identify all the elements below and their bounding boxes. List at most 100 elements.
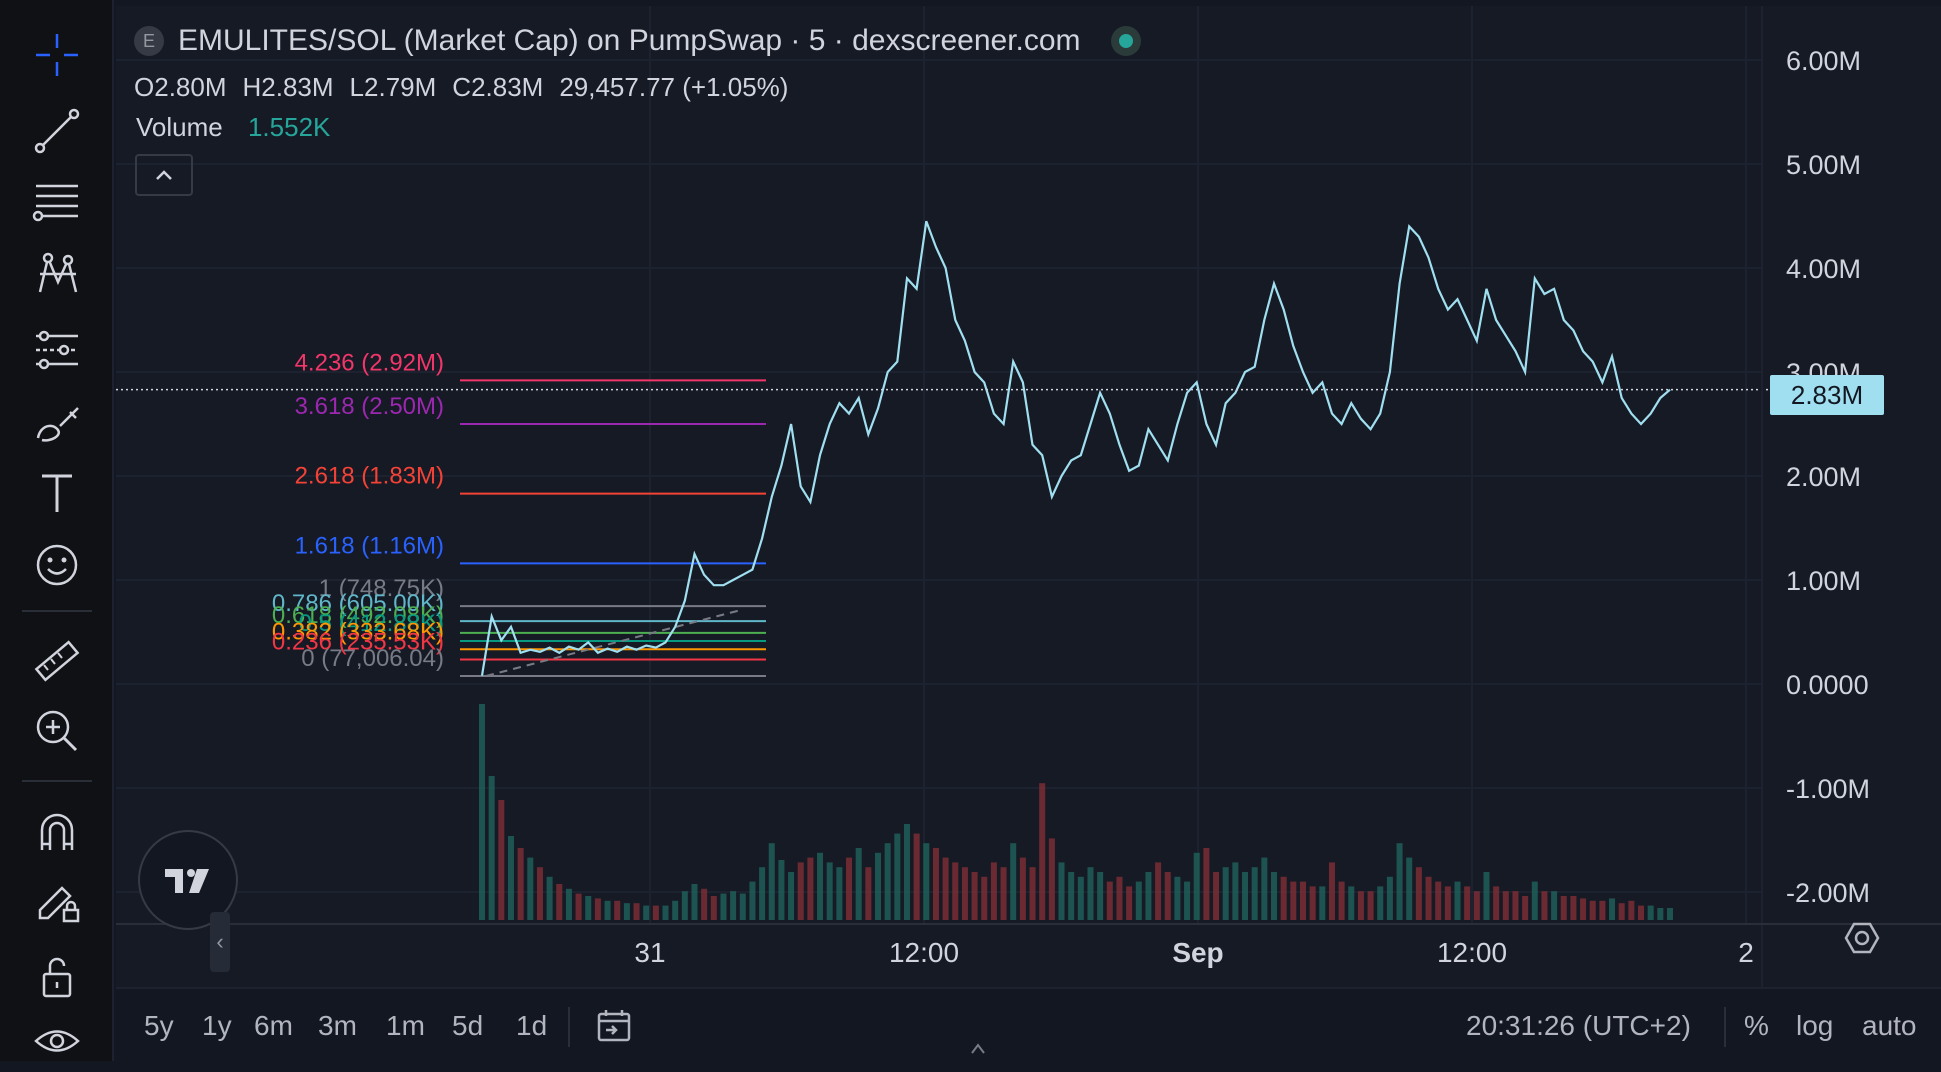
scale-log-button[interactable]: log bbox=[1796, 1010, 1834, 1041]
volume-bar bbox=[517, 848, 524, 920]
collapse-legend-button[interactable] bbox=[135, 154, 193, 196]
volume-bar bbox=[1512, 891, 1519, 920]
range-5y-button[interactable]: 5y bbox=[144, 1010, 174, 1041]
volume-bar bbox=[807, 857, 814, 920]
time-tick-label: 31 bbox=[634, 937, 665, 968]
volume-bar bbox=[759, 867, 766, 920]
ohlc-key: L bbox=[349, 72, 365, 102]
range-3m-button[interactable]: 3m bbox=[318, 1010, 357, 1041]
volume-bar bbox=[1570, 896, 1577, 920]
volume-bar bbox=[672, 900, 679, 920]
measure-tool[interactable] bbox=[22, 630, 92, 692]
visibility-tool[interactable] bbox=[22, 1010, 92, 1072]
volume-bar bbox=[730, 891, 737, 920]
forecast-tool[interactable] bbox=[22, 318, 92, 380]
volume-bar bbox=[565, 888, 572, 920]
volume-bar bbox=[623, 903, 630, 920]
volume-bar bbox=[585, 896, 592, 920]
volume-label: Volume bbox=[136, 112, 223, 142]
chart-pane[interactable]: 4.236 (2.92M) 3.618 (2.50M) 2.618 (1.83M) 1… bbox=[116, 6, 1941, 987]
volume-bar bbox=[1184, 881, 1191, 920]
volume-bar bbox=[1396, 843, 1403, 920]
volume-bar bbox=[1106, 881, 1113, 920]
volume-bar bbox=[662, 905, 669, 920]
fib-retracement-drawing: 4.236 (2.92M) 3.618 (2.50M) 2.618 (1.83M) 1… bbox=[272, 349, 766, 677]
time-tick-label: 2 bbox=[1738, 937, 1754, 968]
unlock-icon bbox=[42, 957, 72, 998]
toolbar-divider bbox=[22, 610, 92, 612]
volume-bar bbox=[1560, 896, 1567, 920]
price-tick-label: 2.00M bbox=[1786, 462, 1861, 492]
trend-line-tool[interactable] bbox=[22, 100, 92, 162]
volume-bar bbox=[1493, 886, 1500, 920]
range-6m-button[interactable]: 6m bbox=[254, 1010, 293, 1041]
range-1d-button[interactable]: 1d bbox=[516, 1010, 548, 1041]
price-tick-label: 6.00M bbox=[1786, 46, 1861, 76]
volume-bar bbox=[536, 867, 543, 920]
zoom-in-icon bbox=[36, 710, 78, 752]
volume-bar bbox=[1657, 908, 1664, 920]
emoji-tool[interactable] bbox=[22, 534, 92, 596]
fib-level-label: 3.618 (2.50M) bbox=[295, 393, 444, 420]
volume-bar bbox=[1425, 876, 1432, 920]
time-axis: 31 12:00 Sep 12:00 2 bbox=[634, 937, 1753, 968]
volume-bar bbox=[633, 903, 640, 920]
ohlc-item: 29,457.77 (+1.05%) bbox=[559, 72, 788, 102]
volume-bar bbox=[1435, 881, 1442, 920]
chart-settings-icon[interactable] bbox=[1844, 922, 1880, 954]
go-to-date-button[interactable] bbox=[594, 989, 634, 1063]
volume-bar bbox=[1087, 867, 1094, 920]
collapse-toolbar-button[interactable]: ‹ bbox=[210, 912, 230, 972]
volume-bar bbox=[710, 896, 717, 920]
fib-trend-line[interactable] bbox=[485, 609, 742, 677]
range-5d-button[interactable]: 5d bbox=[452, 1010, 484, 1041]
volume-bar bbox=[1135, 881, 1142, 920]
ohlc-value: 2.79M bbox=[364, 72, 437, 102]
text-tool[interactable] bbox=[22, 462, 92, 524]
volume-bar bbox=[903, 824, 910, 920]
unlock-tool[interactable] bbox=[22, 946, 92, 1008]
volume-bar bbox=[1464, 886, 1471, 920]
volume-bar bbox=[768, 843, 775, 920]
symbol-legend[interactable]: E EMULITES/SOL (Market Cap) on PumpSwap … bbox=[134, 24, 1141, 58]
scale-auto-button[interactable]: auto bbox=[1862, 1010, 1917, 1041]
range-1m-button[interactable]: 1m bbox=[386, 1010, 425, 1041]
volume-bar bbox=[1473, 891, 1480, 920]
chart-canvas[interactable]: 4.236 (2.92M) 3.618 (2.50M) 2.618 (1.83M) 1… bbox=[116, 6, 1941, 987]
volume-bar bbox=[1386, 876, 1393, 920]
clock-timezone[interactable]: 20:31:26 (UTC+2) bbox=[1466, 1010, 1691, 1041]
magnet-tool[interactable] bbox=[22, 800, 92, 862]
fib-level-label: 4.236 (2.92M) bbox=[295, 349, 444, 376]
pattern-tool[interactable] bbox=[22, 244, 92, 306]
crosshair-icon bbox=[36, 34, 78, 76]
lock-drawing-tool[interactable] bbox=[22, 870, 92, 932]
scroll-up-icon[interactable] bbox=[968, 1041, 988, 1055]
current-price-label: 2.83M bbox=[1770, 375, 1884, 415]
tradingview-logo[interactable] bbox=[138, 830, 238, 930]
volume-bar bbox=[1058, 862, 1065, 920]
volume-bar bbox=[643, 905, 650, 920]
volume-bar bbox=[971, 872, 978, 920]
volume-bar bbox=[1415, 867, 1422, 920]
volume-bar bbox=[1203, 848, 1210, 920]
volume-bar bbox=[614, 900, 621, 920]
volume-bar bbox=[701, 888, 708, 920]
volume-bar bbox=[846, 857, 853, 920]
volume-bar bbox=[1261, 857, 1268, 920]
ohlc-value: 2.80M bbox=[154, 72, 227, 102]
volume-bar bbox=[1019, 857, 1026, 920]
volume-bar bbox=[1213, 872, 1220, 920]
range-1y-button[interactable]: 1y bbox=[202, 1010, 232, 1041]
volume-bar bbox=[961, 867, 968, 920]
brush-tool[interactable] bbox=[22, 392, 92, 454]
market-status-icon bbox=[1110, 26, 1141, 56]
toolbar-divider bbox=[22, 780, 92, 782]
chevron-left-icon: ‹ bbox=[216, 929, 224, 954]
zoom-tool[interactable] bbox=[22, 700, 92, 762]
fib-retracement-tool[interactable] bbox=[22, 170, 92, 232]
volume-legend[interactable]: Volume 1.552K bbox=[136, 112, 330, 143]
volume-bar bbox=[1444, 886, 1451, 920]
scale-percent-button[interactable]: % bbox=[1744, 1010, 1769, 1041]
volume-bar bbox=[1290, 881, 1297, 920]
crosshair-tool[interactable] bbox=[22, 24, 92, 86]
